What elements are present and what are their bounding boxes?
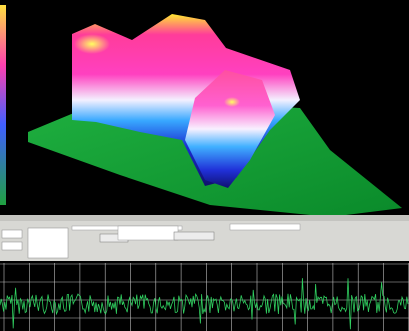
button[interactable] xyxy=(174,232,214,240)
surface-peak xyxy=(74,34,110,54)
text-field[interactable] xyxy=(118,226,178,240)
color-scale xyxy=(0,5,6,205)
dropdown[interactable] xyxy=(2,242,22,250)
menu-bar xyxy=(0,215,409,221)
screen xyxy=(0,0,409,331)
list-box[interactable] xyxy=(28,228,68,258)
dropdown[interactable] xyxy=(2,230,22,238)
text-field[interactable] xyxy=(230,224,300,230)
surface-peak xyxy=(224,97,240,107)
